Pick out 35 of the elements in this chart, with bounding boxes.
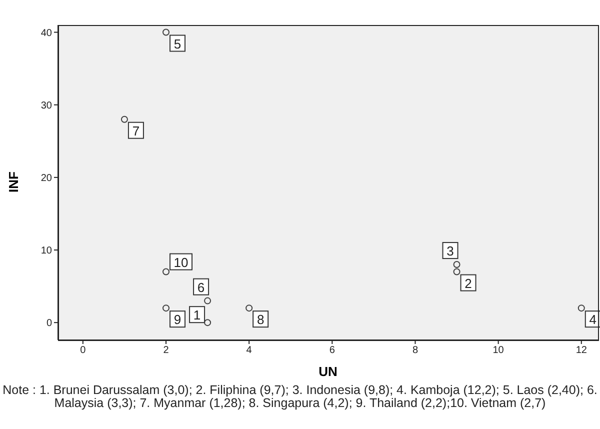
annotation: 4 (589, 312, 596, 328)
annotation: 3 (446, 244, 454, 259)
point (162, 28, 170, 36)
annotation: 1 (193, 308, 201, 323)
point (453, 261, 460, 268)
point (204, 319, 212, 326)
annotation: 9 (174, 312, 182, 328)
annotation: 5 (174, 36, 182, 52)
x-tick-label: 0 (80, 345, 86, 356)
y-tick-label: 0 (46, 318, 52, 330)
y-tick-label: 10 (40, 246, 52, 257)
text: Note : 1. Brunei Darussalam (3,0); 2. Filiphina (9,7); 3. Indonesia (9,8); 4. Kamboja (12,2); 5. Laos (2,40); 6. Malaysia (3,3); 7. Myanmar (1,28); 8. Singapura (4,2); 9. Thailand (2,2);10. Vietnam (2,7) (2, 383, 598, 410)
x-tick-label: 10 (492, 345, 504, 356)
point (204, 297, 212, 304)
annotation: 6 (197, 280, 205, 295)
x-tick-label: 4 (246, 345, 252, 356)
y-tick-label: 40 (40, 28, 52, 39)
x-tick-label: 2 (163, 345, 170, 356)
point (246, 304, 253, 312)
point (453, 268, 460, 276)
y-axis-title: INF (6, 170, 21, 194)
x-tick-label: 8 (412, 345, 418, 356)
annotation: 8 (256, 312, 264, 328)
point (162, 268, 170, 276)
annotation: 7 (132, 123, 140, 138)
y-tick-label: 30 (40, 100, 52, 112)
annotation: 2 (464, 276, 472, 291)
x-tick-label: 6 (329, 345, 336, 356)
y-tick-label: 20 (40, 172, 52, 184)
x-tick-label: 12 (576, 345, 588, 356)
annotation: 10 (174, 254, 188, 270)
point (578, 304, 585, 312)
point (162, 304, 170, 312)
x-axis-title: UN (318, 364, 338, 379)
point (120, 116, 128, 123)
